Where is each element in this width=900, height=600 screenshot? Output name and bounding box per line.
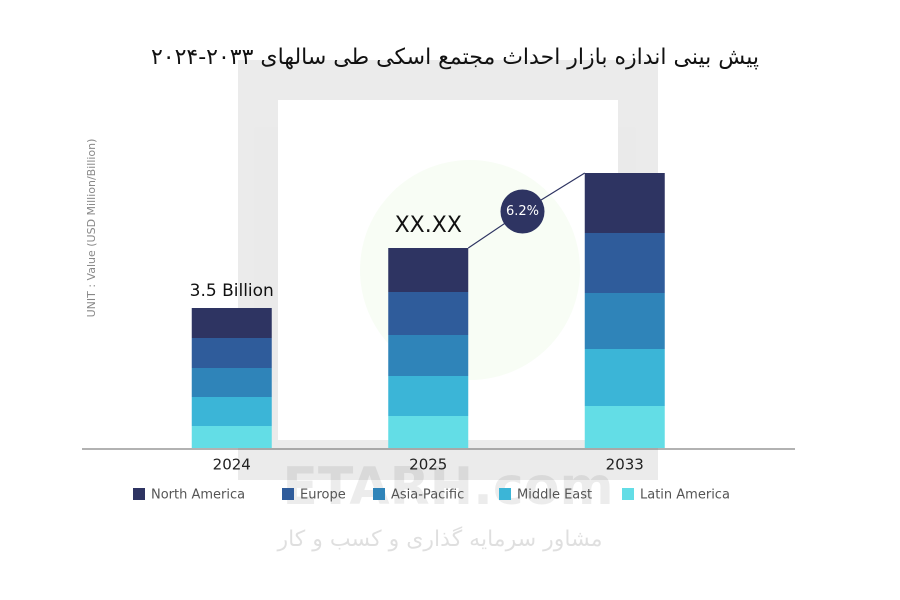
legend-label: Latin America xyxy=(640,488,730,503)
annotation: XX.XX xyxy=(395,213,462,238)
bar-segment xyxy=(191,338,272,368)
bar-segment xyxy=(584,293,665,349)
bar-segment xyxy=(584,233,665,293)
x-tick-label: 2024 xyxy=(213,456,251,474)
legend-label: Asia-Pacific xyxy=(391,488,464,503)
legend-label: Europe xyxy=(300,488,346,503)
bar-segment xyxy=(191,368,272,397)
bar-segment xyxy=(388,248,469,292)
x-tick-label: 2033 xyxy=(606,456,644,474)
legend-swatch xyxy=(133,488,145,500)
bar-segment xyxy=(191,397,272,426)
legend-swatch xyxy=(499,488,511,500)
bar-segment xyxy=(191,426,272,448)
legend-label: Middle East xyxy=(517,488,592,503)
legend-swatch xyxy=(282,488,294,500)
watermark: ETARH.com xyxy=(282,457,613,517)
bar-segment xyxy=(584,349,665,406)
bar-segment xyxy=(388,335,469,376)
bar-segment xyxy=(191,308,272,338)
legend-label: North America xyxy=(151,488,245,503)
annotation: 3.5 Billion xyxy=(190,281,274,301)
growth-badge xyxy=(500,189,545,234)
bar-segment xyxy=(584,173,665,233)
annotation: 6.2% xyxy=(506,204,539,219)
legend-swatch xyxy=(622,488,634,500)
chart-title: پیش بینی اندازه بازار احداث مجتمع اسکی ط… xyxy=(151,45,759,70)
bar-segment xyxy=(388,292,469,335)
bar-segment xyxy=(388,416,469,448)
y-axis-label: UNIT : Value (USD Million/Billion) xyxy=(85,139,98,318)
x-tick-label: 2025 xyxy=(409,456,447,474)
bar-segment xyxy=(584,406,665,448)
watermark: مشاور سرمایه گذاری و کسب و کار xyxy=(276,526,602,552)
legend-swatch xyxy=(373,488,385,500)
bar-segment xyxy=(388,376,469,416)
